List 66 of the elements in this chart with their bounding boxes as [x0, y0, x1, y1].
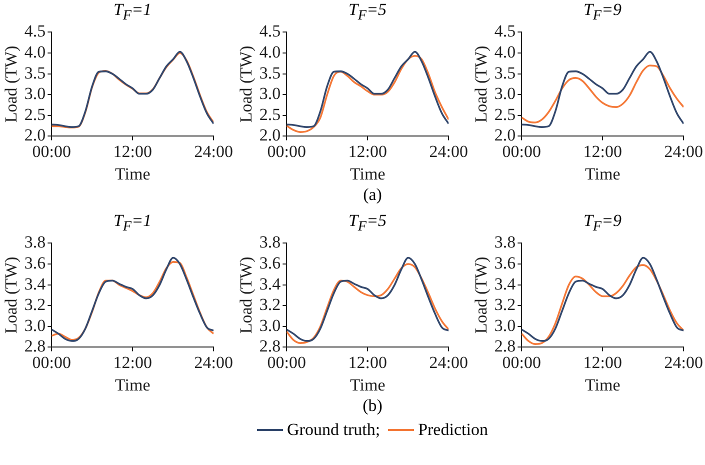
legend-label: Ground truth; [287, 420, 380, 440]
y-tick-label: 4.5 [24, 22, 46, 41]
legend-label: Prediction [418, 420, 488, 440]
y-axis-title: Load (TW) [2, 256, 21, 334]
chart-title: T$_{F}$=5 [347, 211, 388, 234]
y-tick-label: 3.8 [259, 232, 281, 252]
y-axis-title: Load (TW) [472, 256, 491, 334]
x-tick-label: 24:00 [664, 142, 704, 161]
y-tick-label: 3.0 [494, 84, 516, 104]
x-tick-label: 24:00 [194, 352, 234, 372]
y-tick-label: 2.5 [494, 104, 516, 124]
y-axis-title: Load (TW) [2, 46, 21, 123]
x-axis-title: Time [350, 375, 386, 394]
y-tick-label: 3.8 [494, 232, 516, 252]
x-axis-title: Time [350, 164, 386, 184]
chart-title: T$_{F}$=5 [347, 0, 388, 24]
x-tick-label: 24:00 [429, 142, 468, 161]
y-tick-label: 3.0 [259, 84, 281, 104]
y-tick-label: 3.2 [259, 295, 281, 314]
y-tick-label: 3.6 [494, 253, 516, 272]
x-axis-title: Time [115, 164, 150, 184]
y-tick-label: 4.5 [259, 22, 281, 41]
y-axis-title: Load (TW) [472, 46, 491, 123]
x-tick-label: 12:00 [583, 352, 622, 372]
text: (a) [363, 185, 382, 204]
chart-title: T$_{F}$=1 [112, 0, 153, 24]
y-tick-label: 3.4 [24, 274, 46, 294]
x-tick-label: 12:00 [348, 352, 388, 372]
line-series [522, 50, 684, 128]
chart-title: T$_{F}$=9 [582, 211, 623, 234]
y-tick-label: 3.6 [259, 253, 281, 272]
y-tick-label: 3.0 [24, 84, 46, 104]
y-tick-label: 3.5 [259, 63, 281, 82]
text: (b) [362, 396, 382, 415]
x-tick-label: 12:00 [583, 142, 622, 161]
y-tick-label: 2.5 [259, 104, 281, 124]
y-tick-label: 3.8 [24, 232, 46, 252]
chart-title: T$_{F}$=1 [112, 211, 153, 234]
y-tick-label: 2.5 [24, 104, 46, 124]
y-tick-label: 3.4 [259, 274, 282, 294]
y-tick-label: 3.2 [24, 295, 46, 314]
chart-title: T$_{F}$=9 [582, 0, 623, 24]
x-tick-label: 12:00 [348, 142, 388, 161]
y-tick-label: 3.5 [24, 63, 46, 82]
line-series [522, 64, 684, 124]
y-tick-label: 3.4 [494, 274, 516, 294]
x-axis-title: Time [585, 164, 620, 184]
y-tick-label: 3.6 [24, 253, 46, 272]
x-tick-label: 24:00 [664, 352, 704, 372]
y-tick-label: 3.0 [494, 316, 516, 335]
y-tick-label: 4.0 [24, 42, 46, 62]
x-axis-title: Time [585, 375, 620, 394]
y-tick-label: 4.0 [494, 42, 516, 62]
x-tick-label: 24:00 [429, 352, 468, 372]
x-tick-label: 24:00 [194, 142, 234, 161]
y-tick-label: 3.5 [494, 63, 516, 82]
x-tick-label: 12:00 [113, 142, 152, 161]
y-tick-label: 4.5 [494, 22, 516, 41]
y-tick-label: 3.2 [494, 295, 516, 314]
y-tick-label: 3.0 [24, 316, 46, 335]
y-axis-title: Load (TW) [236, 46, 256, 123]
y-axis-title: Load (TW) [236, 256, 256, 334]
y-tick-label: 4.0 [259, 42, 281, 62]
y-tick-label: 3.0 [259, 316, 281, 335]
x-tick-label: 12:00 [113, 352, 152, 372]
x-axis-title: Time [115, 375, 150, 394]
